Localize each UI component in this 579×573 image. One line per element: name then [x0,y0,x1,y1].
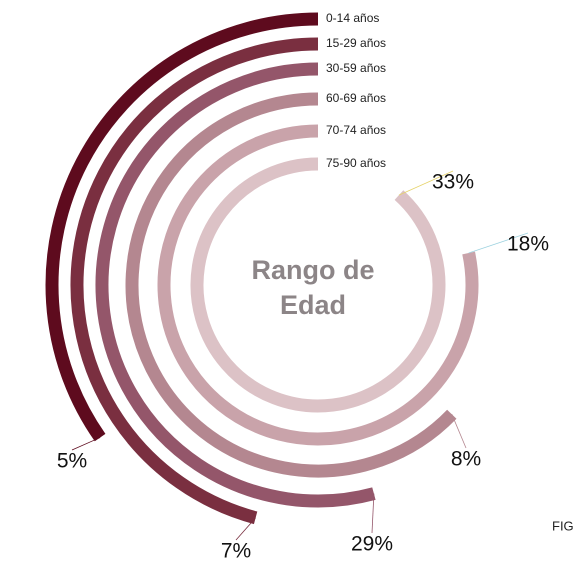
center-text: Edad [280,290,346,320]
value-label: 18% [507,233,549,256]
legend-label: 60-69 años [326,91,386,105]
ring-bar [95,62,376,508]
legend-label: 0-14 años [326,11,379,25]
ring-bar [157,124,479,446]
leader-line [398,170,454,196]
legend-label: 70-74 años [326,123,386,137]
leader-line [371,493,375,534]
legend-label: 30-59 años [326,61,386,75]
value-label: 8% [451,448,481,471]
side-text: FIG [552,518,574,533]
leader-line [235,517,256,541]
ring-bar [190,157,446,413]
legend-label: 15-29 años [326,36,386,50]
center-text: Rango de [251,255,374,285]
leader-line [71,437,101,451]
value-label: 5% [57,450,87,473]
leader-line [451,414,467,449]
ring-bar [45,12,319,442]
ring-bar [70,37,319,525]
leader-line [468,232,529,254]
value-label: 7% [221,540,251,563]
value-label: 29% [351,533,393,556]
ring-bar [125,92,457,478]
legend-label: 75-90 años [326,156,386,170]
value-label: 33% [432,171,474,194]
